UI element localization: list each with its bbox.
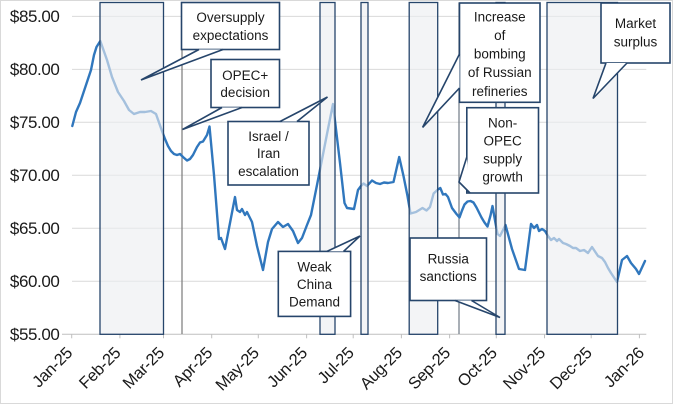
svg-text:refineries: refineries xyxy=(472,84,528,99)
svg-text:$80.00: $80.00 xyxy=(10,60,60,79)
svg-text:Oversupply: Oversupply xyxy=(196,10,265,25)
svg-text:of: of xyxy=(494,28,506,43)
svg-text:escalation: escalation xyxy=(238,164,299,179)
svg-text:Demand: Demand xyxy=(289,294,340,309)
svg-text:Israel /: Israel / xyxy=(248,129,289,144)
svg-text:decision: decision xyxy=(220,85,270,100)
svg-text:OPEC: OPEC xyxy=(483,134,522,149)
svg-text:$65.00: $65.00 xyxy=(10,219,60,238)
svg-text:growth: growth xyxy=(482,170,523,185)
svg-text:Russia: Russia xyxy=(428,252,470,267)
svg-text:$75.00: $75.00 xyxy=(10,113,60,132)
svg-text:Iran: Iran xyxy=(257,146,280,161)
svg-text:$60.00: $60.00 xyxy=(10,272,60,291)
svg-text:sanctions: sanctions xyxy=(420,269,477,284)
svg-text:surplus: surplus xyxy=(614,35,658,50)
svg-text:$55.00: $55.00 xyxy=(10,325,60,344)
svg-text:$85.00: $85.00 xyxy=(10,7,60,26)
svg-text:Non-: Non- xyxy=(488,116,517,131)
svg-text:OPEC+: OPEC+ xyxy=(222,68,268,83)
svg-text:supply: supply xyxy=(483,152,522,167)
svg-text:$70.00: $70.00 xyxy=(10,166,60,185)
svg-text:of Russian: of Russian xyxy=(468,65,532,80)
svg-text:bombing: bombing xyxy=(474,47,526,62)
svg-text:China: China xyxy=(297,277,333,292)
svg-text:Weak: Weak xyxy=(297,259,332,274)
svg-text:expectations: expectations xyxy=(193,28,269,43)
svg-text:Increase: Increase xyxy=(474,9,526,24)
svg-text:Market: Market xyxy=(615,16,657,31)
